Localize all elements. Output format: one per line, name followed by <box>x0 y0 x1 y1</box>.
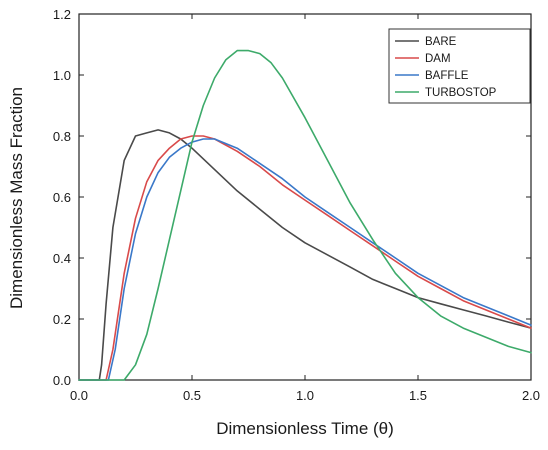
series-line-dam <box>78 135 532 381</box>
series-line-turbostop <box>78 49 532 381</box>
legend-label-dam: DAM <box>425 53 451 65</box>
y-tick-label: 0.2 <box>53 312 71 327</box>
y-tick-label: 1.2 <box>53 7 71 22</box>
x-tick-label: 0.0 <box>70 388 88 403</box>
y-tick-label: 0.0 <box>53 373 71 388</box>
legend: BARE DAM BAFFLE TURBOSTOP <box>388 28 531 104</box>
legend-label-turbostop: TURBOSTOP <box>425 87 497 99</box>
x-tick-label: 1.0 <box>296 388 314 403</box>
series-line-baffle <box>78 138 532 381</box>
legend-label-baffle: BAFFLE <box>425 70 469 82</box>
y-tick-label: 0.8 <box>53 129 71 144</box>
series-line-bare <box>78 129 532 381</box>
y-axis-title: Dimensionless Mass Fraction <box>7 87 26 309</box>
y-tick-label: 1.0 <box>53 68 71 83</box>
x-tick-label: 1.5 <box>409 388 427 403</box>
legend-label-bare: BARE <box>425 36 457 48</box>
x-axis-title: Dimensionless Time (θ) <box>216 419 394 438</box>
axes: 0.0 0.5 1.0 1.5 2.0 0.0 0.2 0.4 0.6 0.8 1.0 1.2 <box>53 7 540 403</box>
y-tick-label: 0.4 <box>53 251 71 266</box>
y-tick-label: 0.6 <box>53 190 71 205</box>
x-tick-label: 0.5 <box>183 388 201 403</box>
x-tick-label: 2.0 <box>522 388 540 403</box>
series-lines <box>78 49 532 381</box>
